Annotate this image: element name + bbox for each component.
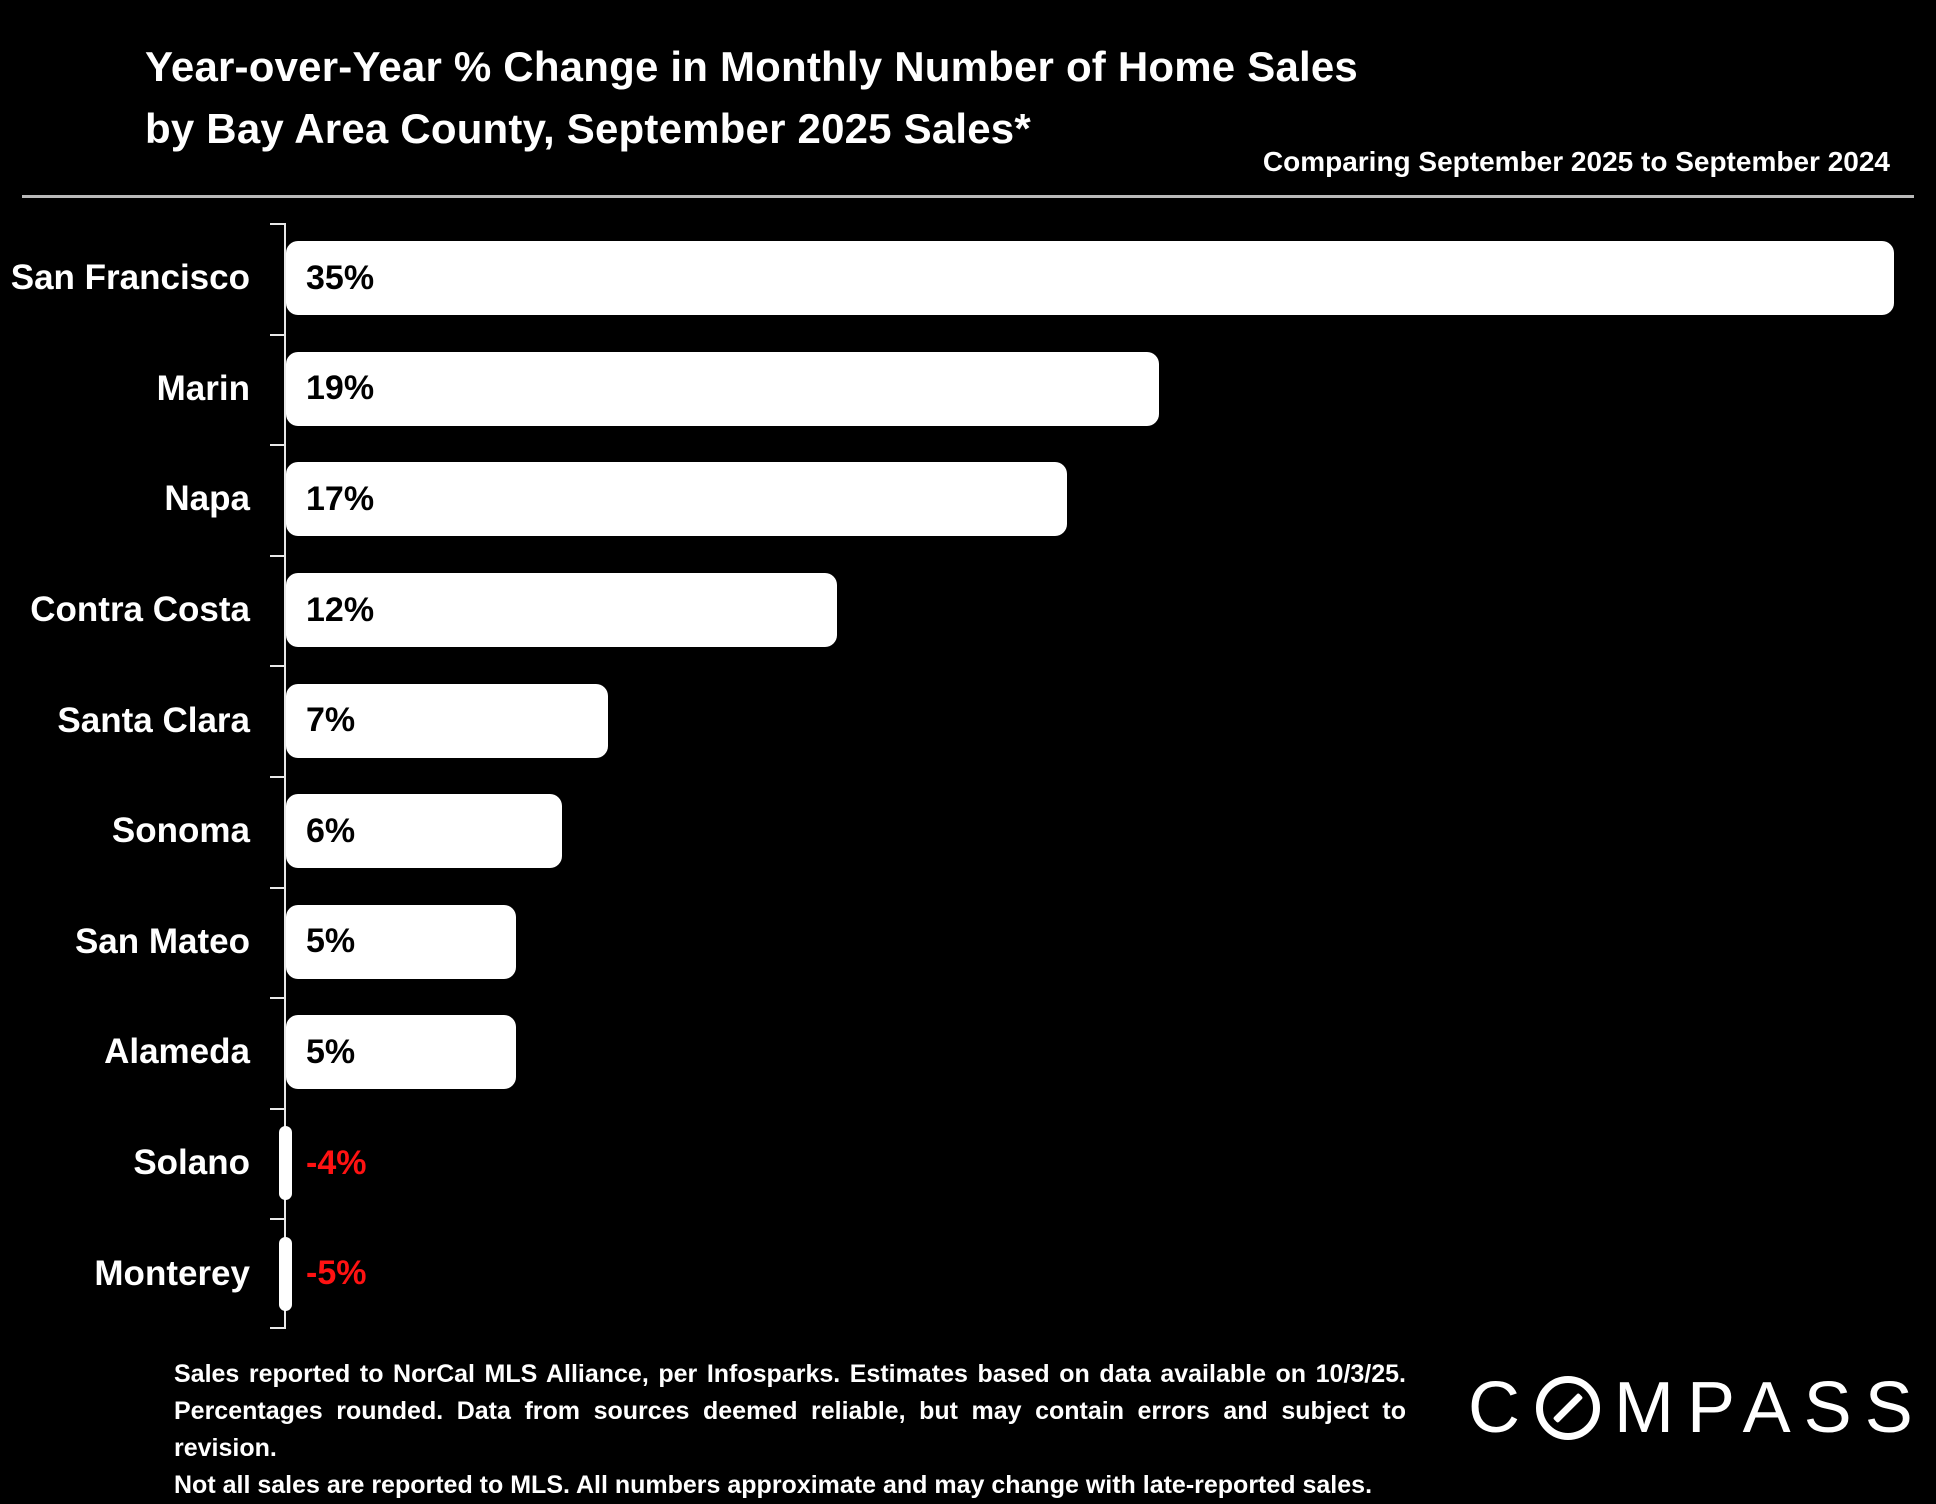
- axis-tick: [270, 1218, 286, 1221]
- category-label: Alameda: [104, 1032, 250, 1072]
- axis-tick: [270, 223, 286, 225]
- compass-o-icon: [1536, 1376, 1600, 1440]
- axis-tick: [270, 1327, 286, 1329]
- value-label: 19%: [306, 369, 375, 408]
- bar: [279, 1236, 292, 1311]
- value-label: 17%: [306, 479, 375, 518]
- bar: [286, 462, 1067, 537]
- chart-row-santa-clara: Santa Clara 7%: [0, 665, 1936, 776]
- compass-logo-text-rest: MPASS: [1614, 1368, 1926, 1448]
- chart-row-san-mateo: San Mateo 5%: [0, 887, 1936, 998]
- compass-logo-text-c: C: [1468, 1368, 1533, 1448]
- chart-row-napa: Napa 17%: [0, 444, 1936, 555]
- compass-needle-icon: [1552, 1392, 1584, 1424]
- value-label: -4%: [306, 1143, 367, 1182]
- category-label: Monterey: [94, 1253, 250, 1293]
- chart-row-alameda: Alameda 5%: [0, 997, 1936, 1108]
- value-label: 5%: [306, 922, 356, 961]
- chart-row-solano: Solano -4%: [0, 1108, 1936, 1219]
- axis-tick: [270, 554, 286, 557]
- chart-row-monterey: Monterey -5%: [0, 1218, 1936, 1329]
- value-label: 7%: [306, 701, 356, 740]
- value-label: -5%: [306, 1254, 367, 1293]
- value-label: 12%: [306, 590, 375, 629]
- category-label: Marin: [156, 368, 250, 408]
- chart-row-contra-costa: Contra Costa 12%: [0, 555, 1936, 666]
- axis-tick: [270, 886, 286, 889]
- value-label: 35%: [306, 258, 375, 297]
- bar: [286, 351, 1159, 426]
- axis-tick: [270, 1107, 286, 1110]
- footnote-line: Percentages rounded. Data from sources d…: [174, 1397, 1406, 1462]
- chart-row-sonoma: Sonoma 6%: [0, 776, 1936, 887]
- category-label: Contra Costa: [30, 590, 250, 630]
- category-label: Santa Clara: [57, 700, 250, 740]
- chart-row-san-francisco: San Francisco 35%: [0, 223, 1936, 334]
- axis-tick: [270, 665, 286, 668]
- category-label: San Mateo: [74, 921, 250, 961]
- bar: [286, 1015, 516, 1090]
- bar: [286, 241, 1894, 316]
- chart-title: Year-over-Year % Change in Monthly Numbe…: [145, 36, 1358, 160]
- chart-row-marin: Marin 19%: [0, 334, 1936, 445]
- value-label: 5%: [306, 1032, 356, 1071]
- axis-tick: [270, 333, 286, 336]
- footnote-line: Not all sales are reported to MLS. All n…: [174, 1471, 1373, 1499]
- bar: [279, 1126, 292, 1201]
- value-label: 6%: [306, 811, 356, 850]
- footnote-line: Sales reported to NorCal MLS Alliance, p…: [174, 1360, 1406, 1388]
- comparison-note: Comparing September 2025 to September 20…: [1262, 146, 1890, 177]
- axis-tick: [270, 997, 286, 1000]
- axis-tick: [270, 776, 286, 778]
- chart-title-line2: by Bay Area County, September 2025 Sales…: [145, 105, 1031, 152]
- bar: [286, 904, 516, 979]
- header-divider: [22, 195, 1914, 198]
- bar-chart: San Francisco 35% Marin 19% Napa 17% Contra Co…: [0, 223, 1936, 1329]
- category-label: San Francisco: [10, 258, 250, 298]
- category-label: Napa: [164, 479, 250, 519]
- axis-tick: [270, 444, 286, 447]
- bar: [286, 573, 838, 648]
- footnote: Sales reported to NorCal MLS Alliance, p…: [174, 1356, 1406, 1504]
- bar: [286, 794, 562, 869]
- category-label: Solano: [133, 1143, 250, 1183]
- bar: [286, 683, 608, 758]
- category-label: Sonoma: [111, 811, 250, 851]
- chart-title-line1: Year-over-Year % Change in Monthly Numbe…: [145, 43, 1358, 90]
- compass-logo: C MPASS: [1468, 1368, 1926, 1448]
